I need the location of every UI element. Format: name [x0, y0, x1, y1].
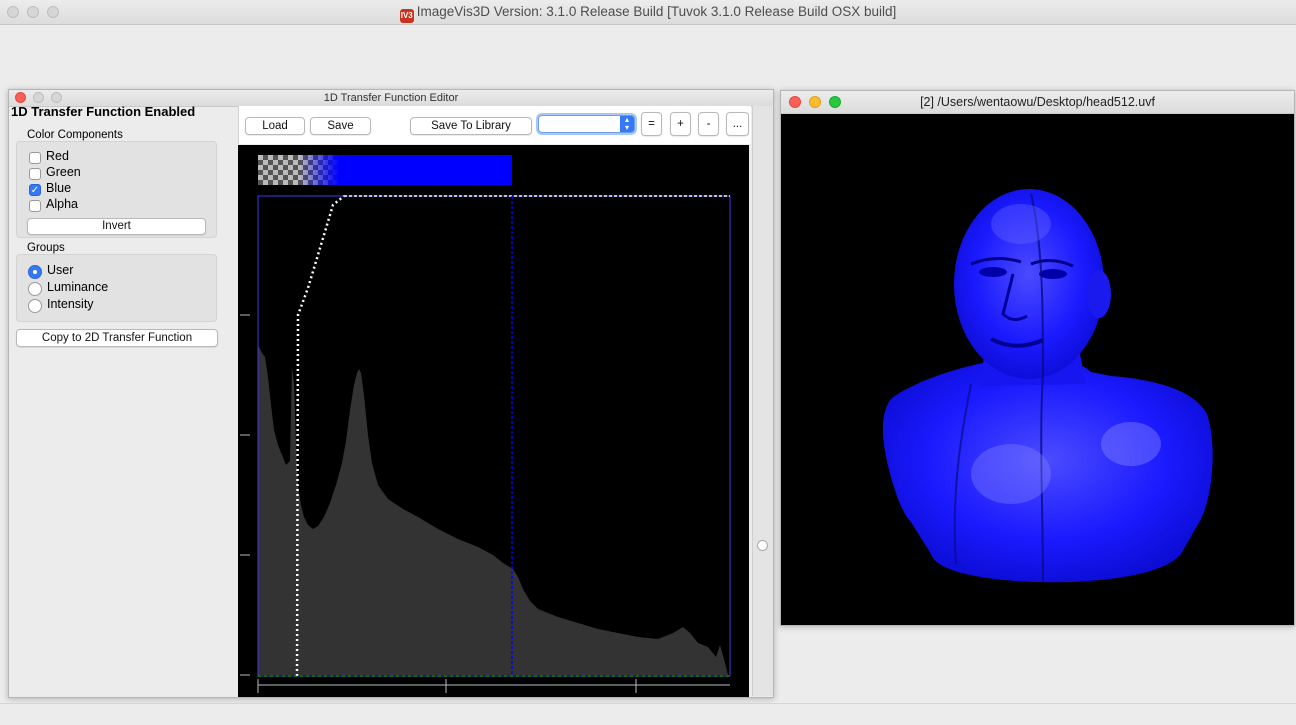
alpha-checkbox[interactable] — [29, 200, 41, 212]
intensity-radio[interactable] — [28, 299, 42, 313]
zoom-window-button[interactable] — [51, 92, 62, 103]
more-button[interactable]: ... — [726, 112, 749, 136]
tf-editor-titlebar: 1D Transfer Function Editor — [9, 90, 773, 107]
rendered-head — [954, 189, 1104, 379]
library-select[interactable]: ▴ ▾ — [538, 115, 635, 133]
zoom-window-button[interactable] — [47, 6, 59, 18]
close-window-button[interactable] — [15, 92, 26, 103]
tf-editor-title: 1D Transfer Function Editor — [323, 92, 459, 104]
groups-title: Groups — [27, 242, 65, 254]
render-window: [2] /Users/wentaowu/Desktop/head512.uvf — [780, 90, 1295, 626]
red-checkbox[interactable] — [29, 152, 41, 164]
intensity-label: Intensity — [47, 297, 94, 311]
splitter-handle[interactable] — [757, 540, 768, 551]
blue-checkbox[interactable]: ✓ — [29, 184, 41, 196]
save-to-library-button[interactable]: Save To Library — [410, 117, 532, 135]
histogram-area — [258, 345, 728, 675]
green-checkbox[interactable] — [29, 168, 41, 180]
zoom-window-button[interactable] — [829, 96, 841, 108]
panel-splitter[interactable] — [752, 106, 773, 696]
close-window-button[interactable] — [789, 96, 801, 108]
minus-button[interactable]: - — [698, 112, 719, 136]
copy-to-2d-tf-button[interactable]: Copy to 2D Transfer Function — [16, 329, 218, 347]
tf-enabled-label: 1D Transfer Function Enabled — [11, 104, 196, 119]
tf-toolbar: Load Save Save To Library ▴ ▾ = + - ... — [238, 106, 751, 144]
render-window-titlebar: [2] /Users/wentaowu/Desktop/head512.uvf — [781, 91, 1294, 114]
user-radio[interactable] — [28, 265, 42, 279]
green-label: Green — [46, 165, 81, 179]
groups-group: User Luminance Intensity — [16, 254, 217, 322]
app-title-bar: IV3 ImageVis3D Version: 3.1.0 Release Bui… — [0, 0, 1296, 25]
volume-render-svg — [882, 189, 1213, 583]
alpha-curve — [295, 195, 345, 677]
app-icon: IV3 — [399, 9, 414, 23]
select-updown-icon: ▴ ▾ — [620, 116, 634, 132]
load-button[interactable]: Load — [245, 117, 305, 135]
tf-editor-window: 1D Transfer Function Editor 1D Transfer … — [8, 89, 774, 698]
save-button[interactable]: Save — [310, 117, 371, 135]
color-components-group: Red Green ✓ Blue Alpha Invert — [16, 141, 217, 238]
user-label: User — [47, 263, 74, 277]
minimize-window-button[interactable] — [809, 96, 821, 108]
equal-button[interactable]: = — [641, 112, 662, 136]
tf-color-bar — [258, 155, 512, 185]
luminance-radio[interactable] — [28, 282, 42, 296]
minimize-window-button[interactable] — [27, 6, 39, 18]
luminance-label: Luminance — [47, 280, 109, 294]
render-viewport[interactable] — [781, 114, 1294, 625]
color-components-title: Color Components — [27, 129, 123, 141]
plot-axes — [240, 314, 730, 693]
render-window-title: [2] /Users/wentaowu/Desktop/head512.uvf — [920, 95, 1155, 109]
invert-button[interactable]: Invert — [27, 218, 206, 235]
plus-button[interactable]: + — [670, 112, 691, 136]
blue-label: Blue — [46, 181, 72, 195]
alpha-label: Alpha — [46, 197, 78, 211]
status-strip — [0, 703, 1296, 725]
tf-plot-svg — [238, 145, 749, 697]
minimize-window-button[interactable] — [33, 92, 44, 103]
app-title: ImageVis3D Version: 3.1.0 Release Build … — [416, 4, 897, 19]
close-window-button[interactable] — [7, 6, 19, 18]
tf-histogram-plot[interactable] — [238, 145, 749, 697]
red-label: Red — [46, 149, 69, 163]
rendered-ear — [1087, 270, 1111, 318]
